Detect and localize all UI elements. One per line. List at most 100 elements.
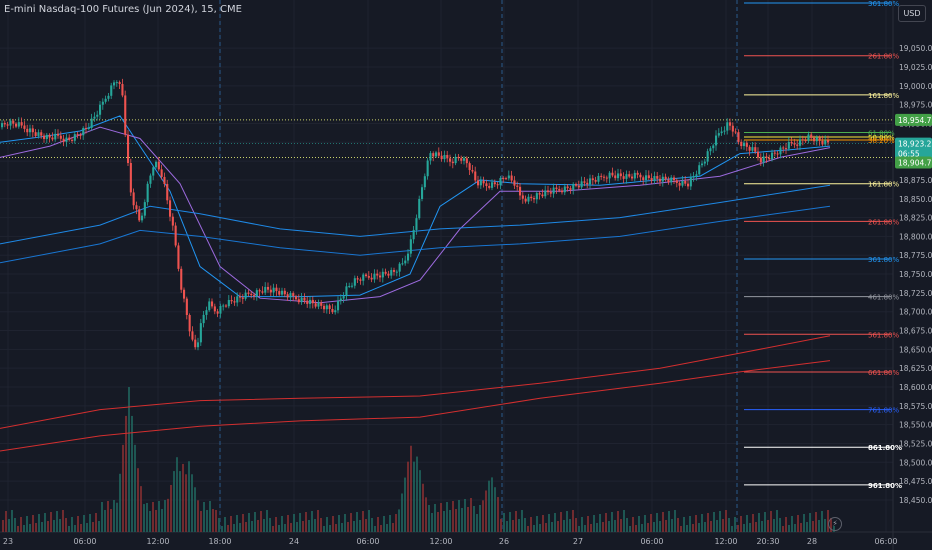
candle-body: [460, 158, 463, 161]
candle-body: [250, 293, 253, 296]
volume-bar: [353, 521, 355, 532]
lightning-icon[interactable]: ⚡: [828, 517, 842, 531]
volume-bar: [668, 511, 670, 532]
candle-body: [437, 152, 440, 156]
price-tick-label: 18,450.00: [899, 496, 932, 505]
candle-body: [247, 292, 250, 294]
currency-button[interactable]: USD: [898, 5, 926, 22]
candle-body: [216, 311, 219, 314]
candle-body: [286, 294, 289, 298]
candle-body: [449, 158, 452, 162]
candle-body: [659, 178, 662, 182]
candle-body: [493, 182, 496, 185]
candle-body: [538, 193, 541, 195]
symbol-title[interactable]: E-mini Nasdaq-100 Futures (Jun 2024), 15…: [4, 4, 242, 15]
candle-body: [807, 134, 810, 141]
volume-bar: [284, 524, 286, 532]
volume-bar: [782, 526, 784, 532]
time-tick-label: 12:00: [146, 537, 169, 546]
time-tick-label: 26: [499, 537, 509, 546]
volume-bar: [44, 513, 46, 532]
volume-bar: [80, 524, 82, 532]
volume-bar: [491, 477, 493, 532]
volume-bar: [59, 519, 61, 532]
volume-bar: [173, 471, 175, 532]
candle-body: [197, 342, 200, 348]
candle-body: [9, 120, 12, 126]
candle-body: [51, 137, 54, 140]
candle-body: [323, 305, 326, 310]
fib-level-label: 761.80%: [868, 407, 899, 415]
candle-body: [804, 140, 807, 142]
volume-bar: [671, 519, 673, 532]
candle-body: [409, 239, 412, 254]
candle-body: [815, 137, 818, 142]
fib-level-label: 38.20%: [868, 137, 895, 145]
volume-bar: [431, 513, 433, 532]
volume-bar: [119, 473, 121, 532]
volume-bar: [590, 524, 592, 532]
candle-body: [656, 176, 659, 179]
volume-bar: [149, 511, 151, 532]
fib-level-label: 861.80%: [868, 444, 902, 452]
volume-bar: [455, 509, 457, 532]
candle-body: [661, 176, 664, 182]
candle-body: [337, 300, 340, 311]
candle-body: [426, 160, 429, 177]
time-tick-label: 24: [289, 537, 299, 546]
volume-bar: [533, 525, 535, 532]
candle-body: [731, 125, 734, 132]
volume-bar: [536, 516, 538, 532]
volume-bar: [164, 500, 166, 532]
candle-body: [768, 157, 771, 160]
candle-body: [670, 177, 673, 183]
price-tick-label: 18,550.00: [899, 421, 932, 430]
candle-body: [645, 175, 648, 181]
volume-bar: [734, 517, 736, 532]
candle-body: [566, 186, 569, 189]
volume-bar: [248, 513, 250, 532]
candle-body: [740, 141, 743, 147]
volume-bar: [608, 521, 610, 532]
candle-body: [477, 180, 480, 186]
time-tick-label: 06:00: [874, 537, 897, 546]
volume-bar: [386, 524, 388, 532]
volume-bar: [62, 510, 64, 532]
candle-body: [561, 190, 564, 193]
volume-bar: [146, 503, 148, 532]
volume-bar: [650, 514, 652, 532]
volume-bar: [653, 522, 655, 532]
candle-body: [208, 301, 211, 311]
candle-body: [6, 124, 9, 126]
candle-body: [720, 131, 723, 134]
volume-bar: [446, 502, 448, 532]
candle-body: [110, 85, 113, 96]
fib-level-label: 461.80%: [868, 294, 899, 302]
volume-bar: [14, 518, 16, 532]
candle-body: [793, 143, 796, 145]
volume-bar: [239, 523, 241, 532]
candle-body: [407, 253, 410, 261]
volume-bar: [320, 518, 322, 532]
volume-bar: [542, 515, 544, 532]
candle-body: [552, 187, 555, 194]
candle-body: [96, 114, 99, 117]
volume-bar: [260, 511, 262, 532]
candle-body: [667, 179, 670, 183]
candle-body: [31, 128, 34, 133]
volume-bar: [506, 521, 508, 532]
volume-bar: [251, 521, 253, 532]
candle-body: [678, 182, 681, 186]
support-price-tag: [895, 156, 932, 169]
volume-bar: [572, 510, 574, 532]
volume-bar: [752, 514, 754, 532]
candle-body: [440, 155, 443, 160]
candle-body: [631, 176, 634, 179]
candle-body: [446, 155, 449, 159]
volume-bar: [620, 519, 622, 532]
volume-bar: [215, 510, 217, 532]
volume-bar: [779, 518, 781, 532]
candle-body: [353, 278, 356, 286]
